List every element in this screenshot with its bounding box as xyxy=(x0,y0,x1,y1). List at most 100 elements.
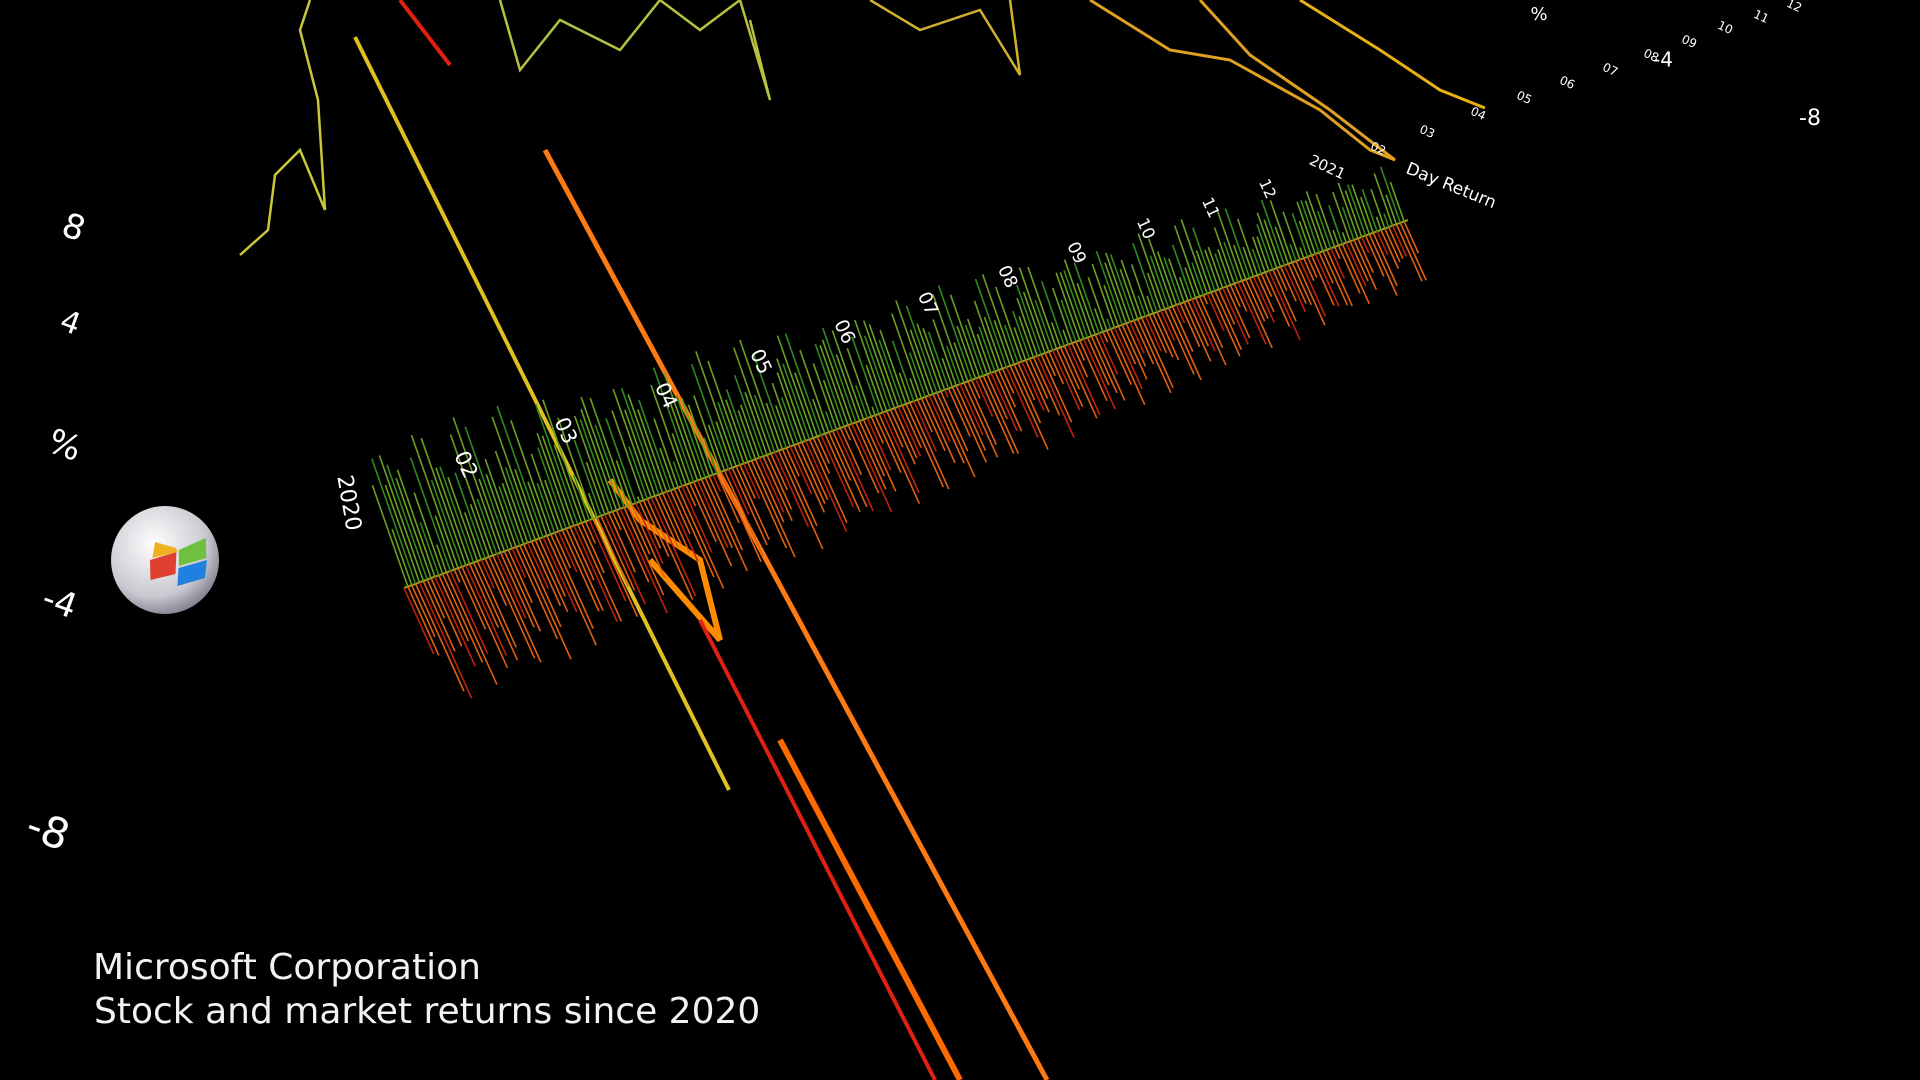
decor-bar xyxy=(620,387,660,495)
decor-bar xyxy=(855,384,869,419)
decor-bar xyxy=(1198,296,1224,348)
decor-bar xyxy=(1055,348,1084,408)
decor-bar xyxy=(478,478,506,552)
decor-bar xyxy=(687,404,714,476)
decor-bar xyxy=(878,339,903,406)
decor-bar xyxy=(457,567,487,630)
axis-label: Day Return xyxy=(1403,159,1499,213)
decor-bar xyxy=(503,550,542,632)
decor-bar xyxy=(752,353,788,449)
decor-bar xyxy=(1051,287,1073,344)
decor-bar xyxy=(1346,184,1367,236)
decor-bar xyxy=(445,572,498,685)
decor-bar xyxy=(1275,267,1288,291)
decor-bar xyxy=(943,389,949,398)
decor xyxy=(239,0,1486,1080)
decor-bar xyxy=(510,420,552,535)
decor-bar xyxy=(695,351,737,467)
decor-bar xyxy=(927,331,950,389)
decor-bar xyxy=(1361,188,1378,232)
decor-bar xyxy=(1299,247,1305,259)
decor-bar xyxy=(814,343,845,427)
decor-bar xyxy=(594,424,625,508)
decor-bar xyxy=(1385,194,1398,225)
decor-bar xyxy=(846,347,873,418)
decor-bar xyxy=(534,539,569,613)
decor-bar xyxy=(670,404,699,481)
decor-bar xyxy=(1349,240,1369,282)
decor-bar xyxy=(1063,345,1098,419)
decor-bar xyxy=(1140,317,1174,389)
decor-bar xyxy=(974,378,994,417)
decor-bar xyxy=(663,371,703,480)
decor-bar xyxy=(588,519,627,602)
decor-bar xyxy=(831,330,865,420)
decor-bar xyxy=(1175,304,1186,324)
decor-bar xyxy=(580,408,618,511)
decor-bar xyxy=(542,536,578,613)
decor-bar xyxy=(504,467,533,542)
decor-bar xyxy=(435,467,471,565)
decor-bar xyxy=(1191,298,1216,352)
decor-bar xyxy=(600,515,636,591)
decor-bar xyxy=(544,479,564,531)
back-month-label: 02 xyxy=(1368,139,1388,158)
decor-bar xyxy=(1059,272,1085,340)
decor-bar xyxy=(650,384,687,485)
decor-bar xyxy=(627,505,651,555)
decor-bar xyxy=(407,586,440,656)
decor-bar xyxy=(1370,189,1386,229)
decor-bar xyxy=(1274,226,1290,265)
decor-bar xyxy=(1001,368,1015,394)
decor-bar xyxy=(1304,200,1324,252)
decor-bar xyxy=(1133,320,1155,365)
decor-bar xyxy=(889,409,916,465)
decor-bar xyxy=(1117,325,1137,365)
decor-bar xyxy=(1264,272,1291,327)
month-label: 10 xyxy=(1133,215,1159,242)
decor-bar xyxy=(1173,225,1201,297)
decor-bar xyxy=(1372,232,1398,287)
decor-bar xyxy=(580,522,605,574)
decor-bar xyxy=(909,329,934,395)
decor-bar xyxy=(1093,308,1104,333)
decor-bar xyxy=(441,573,484,663)
decor-bar xyxy=(596,516,629,587)
decor-bar xyxy=(775,405,791,447)
decor-bar xyxy=(727,468,750,515)
decor-bar xyxy=(1268,270,1301,341)
decor-bar xyxy=(780,397,799,444)
decor-bar xyxy=(770,453,788,491)
decor-bar xyxy=(703,437,718,474)
decor-bar xyxy=(615,460,633,505)
decor-bar xyxy=(1391,225,1408,257)
decor-bar xyxy=(978,326,996,372)
decor-bar xyxy=(536,432,571,528)
decor-bar xyxy=(638,501,662,549)
decor-bar xyxy=(865,364,884,413)
decor-bar xyxy=(871,406,876,416)
decor-bar xyxy=(739,464,756,499)
decor-bar xyxy=(395,477,432,579)
decor-bar xyxy=(1171,244,1193,300)
decor-bar xyxy=(1216,211,1243,282)
decor-bar xyxy=(715,421,733,468)
decor-bar xyxy=(659,448,676,490)
decor-bar xyxy=(909,402,950,490)
decor-bar xyxy=(717,402,741,466)
decor-bar xyxy=(1076,282,1096,335)
decor-bar xyxy=(1332,191,1351,242)
decor-bar xyxy=(1195,250,1212,293)
decor-bar xyxy=(835,429,875,512)
decor-bar xyxy=(665,491,699,562)
decor-bar xyxy=(1062,329,1069,345)
decor-bar xyxy=(1036,355,1075,438)
decor-bar xyxy=(1357,238,1374,273)
decor-bar xyxy=(1384,228,1401,263)
decor-bar xyxy=(862,419,897,492)
decor-bar xyxy=(1303,257,1315,281)
decor-bar xyxy=(1079,339,1108,402)
decor-bar xyxy=(495,553,527,619)
decor-bar xyxy=(1295,260,1326,326)
decor-bar xyxy=(573,525,618,623)
